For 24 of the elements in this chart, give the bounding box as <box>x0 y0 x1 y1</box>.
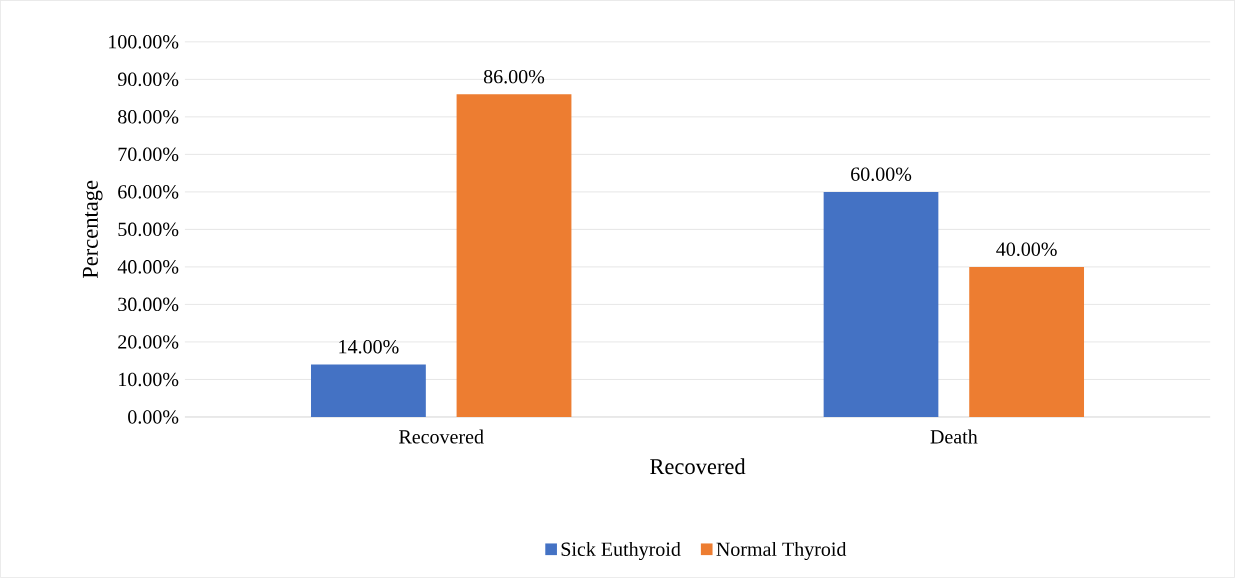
x-tick-label: Death <box>930 429 978 444</box>
y-tick-label: 70.00% <box>118 147 179 162</box>
y-tick-label: 30.00% <box>118 297 179 312</box>
legend-label: Normal Thyroid <box>716 542 847 561</box>
y-tick-label: 0.00% <box>128 410 179 424</box>
bar <box>823 191 939 418</box>
y-tick-label: 40.00% <box>117 260 179 274</box>
data-label: 40.00% <box>996 242 1057 257</box>
y-tick-label: 50.00% <box>118 222 179 237</box>
y-tick-label: 90.00% <box>117 72 179 87</box>
legend-label: Sick Euthyroid <box>561 542 681 561</box>
bar <box>456 94 572 418</box>
y-tick-label: 80.00% <box>118 110 179 124</box>
y-axis-title: Percentage <box>82 180 103 279</box>
bar <box>311 364 426 418</box>
data-label: 60.00% <box>851 167 912 182</box>
bar <box>969 266 1085 418</box>
data-label: 86.00% <box>483 69 545 84</box>
y-tick-label: 60.00% <box>118 185 179 199</box>
x-axis-title: Recovered <box>650 458 746 475</box>
y-tick-label: 20.00% <box>118 335 179 349</box>
data-label: 14.00% <box>339 340 399 354</box>
y-tick-label: 100.00% <box>109 35 179 49</box>
y-tick-label: 10.00% <box>119 372 179 387</box>
